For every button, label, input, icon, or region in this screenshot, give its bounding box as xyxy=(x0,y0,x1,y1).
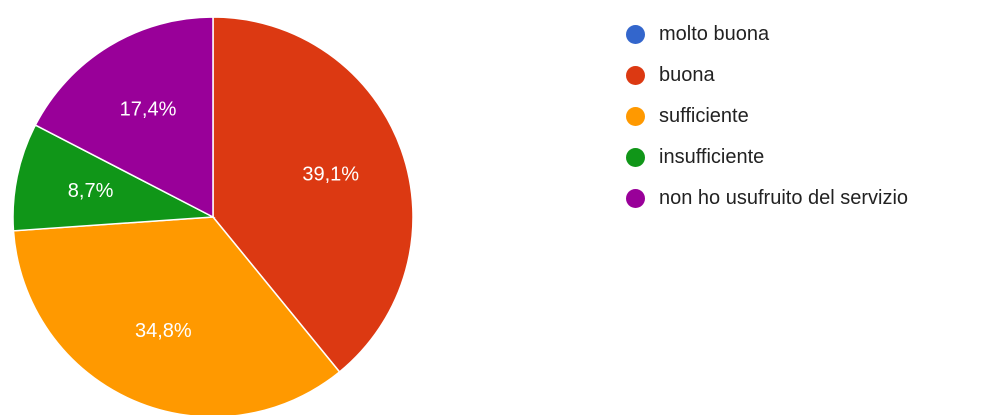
slice-value-label: 34,8% xyxy=(135,320,192,342)
slice-value-label: 39,1% xyxy=(302,163,359,185)
legend-label: non ho usufruito del servizio xyxy=(659,187,909,209)
legend-item-molto-buona[interactable]: molto buona xyxy=(626,14,1005,55)
legend-swatch-icon xyxy=(626,25,645,44)
pie-value-labels: 39,1% 34,8% 8,7% 17,4% xyxy=(68,98,360,342)
legend-item-sufficiente[interactable]: sufficiente xyxy=(626,96,1005,137)
legend-label: sufficiente xyxy=(659,105,749,127)
legend-label: buona xyxy=(659,64,715,86)
pie-slice-buona[interactable] xyxy=(212,16,414,373)
legend-item-insufficiente[interactable]: insufficiente xyxy=(626,137,1005,178)
pie-slice-non-ho-usufruito-del-servizio[interactable] xyxy=(34,16,214,219)
legend-swatch-icon xyxy=(626,189,645,208)
legend-swatch-icon xyxy=(626,148,645,167)
legend-swatch-icon xyxy=(626,107,645,126)
legend-item-non-ho-usufruito[interactable]: non ho usufruito del servizio xyxy=(626,178,1005,219)
pie-slice-insufficiente[interactable] xyxy=(12,124,216,232)
legend-swatch-icon xyxy=(626,66,645,85)
pie-slice-sufficiente[interactable] xyxy=(12,216,341,415)
legend-label: insufficiente xyxy=(659,146,765,168)
slice-value-label: 8,7% xyxy=(68,180,114,202)
legend-label: molto buona xyxy=(659,23,770,45)
legend-item-buona[interactable]: buona xyxy=(626,55,1005,96)
pie-slices xyxy=(12,16,414,415)
slice-value-label: 17,4% xyxy=(120,98,177,120)
chart-legend: molto buona buona sufficiente insufficie… xyxy=(626,14,1005,219)
